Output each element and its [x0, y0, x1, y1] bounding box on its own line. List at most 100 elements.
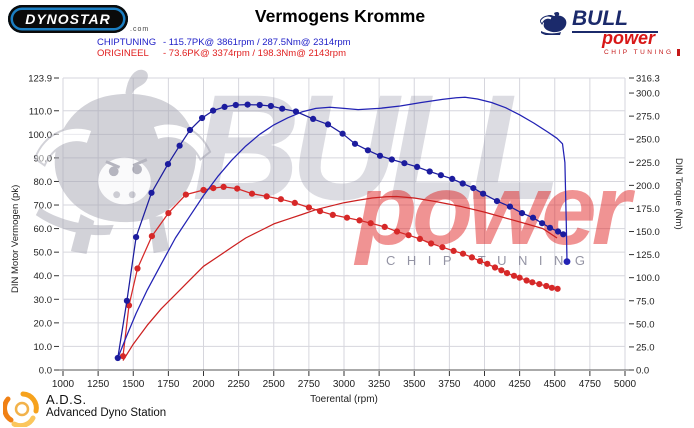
right-tick-label: 316.3 — [636, 74, 660, 85]
x-tick-label: 3250 — [368, 379, 391, 390]
x-tick-label: 1500 — [122, 379, 145, 390]
origineel-torque-nm-marker — [182, 191, 189, 198]
chiptuning-torque-nm-marker — [351, 140, 359, 147]
origineel-power-pk-line — [122, 195, 558, 361]
chiptuning-torque-nm-marker — [133, 234, 140, 241]
origineel-torque-nm-marker — [356, 217, 363, 224]
chiptuning-torque-nm-marker — [414, 163, 421, 170]
chiptuning-torque-nm-marker — [388, 156, 395, 163]
origineel-torque-nm-marker — [548, 284, 556, 291]
x-tick-label: 2500 — [263, 379, 286, 390]
right-tick-label: 200.0 — [636, 181, 660, 192]
brand-name: BULL — [572, 7, 628, 30]
chiptuning-torque-nm-marker — [449, 175, 456, 182]
chiptuning-torque-nm-marker — [539, 220, 546, 227]
chiptuning-torque-nm-marker — [554, 228, 562, 235]
left-tick-label: 30.0 — [34, 295, 53, 306]
right-tick-label: 100.0 — [636, 273, 660, 284]
origineel-torque-nm-marker — [200, 186, 207, 194]
page-title: Vermogens Kromme — [254, 6, 426, 26]
chiptuning-torque-nm-marker — [176, 142, 183, 149]
x-tick-label: 2000 — [192, 379, 215, 390]
origineel-torque-nm-marker — [329, 211, 336, 218]
chiptuning-torque-nm-marker — [221, 103, 228, 110]
ads-abbreviation: A.D.S. — [46, 392, 87, 407]
origineel-torque-nm-marker — [305, 204, 312, 211]
right-tick-label: 25.0 — [636, 342, 655, 353]
right-tick-label: 300.0 — [636, 89, 660, 100]
x-tick-label: 4250 — [509, 379, 532, 390]
x-tick-label: 4500 — [544, 379, 567, 390]
x-tick-label: 1250 — [87, 379, 110, 390]
dynostar-logo: DYNOSTAR — [8, 5, 128, 33]
origineel-torque-nm-marker — [428, 240, 435, 247]
origineel-torque-nm-marker — [476, 258, 484, 265]
chiptuning-torque-nm-marker — [459, 180, 466, 187]
chiptuning-torque-nm-marker — [232, 101, 239, 109]
left-tick-label: 80.0 — [34, 177, 53, 188]
y-axis-left-title: DIN Motor Vermogen (pk) — [10, 184, 21, 293]
chiptuning-torque-nm-marker — [186, 126, 194, 134]
legend-row-origineel: ORIGINEEL - 73.6PK@ 3374rpm / 198.3Nm@ 21… — [97, 48, 351, 59]
ads-swirl-icon — [3, 391, 39, 427]
legend-stats: - 115.7PK@ 3861rpm / 287.5Nm@ 2314rpm — [163, 37, 351, 48]
origineel-torque-nm-marker — [381, 223, 388, 230]
origineel-torque-nm-marker — [498, 267, 505, 274]
origineel-torque-nm-marker — [119, 353, 127, 360]
brand-tagline: CHIP TUNING — [604, 49, 680, 56]
legend-label: ORIGINEEL — [97, 48, 149, 59]
origineel-torque-nm-marker — [468, 254, 475, 261]
origineel-torque-nm-marker — [248, 190, 256, 197]
chiptuning-torque-nm-marker — [199, 114, 206, 122]
left-tick-label: 70.0 — [34, 201, 53, 212]
left-tick-label: 50.0 — [34, 248, 53, 259]
x-tick-label: 5000 — [614, 379, 637, 390]
origineel-torque-nm-marker — [529, 279, 536, 286]
x-tick-label: 2250 — [228, 379, 251, 390]
right-tick-label: 150.0 — [636, 227, 660, 238]
chiptuning-torque-nm-marker — [310, 115, 317, 122]
ads-full-name: Advanced Dyno Station — [46, 407, 167, 419]
legend-row-chiptuning: CHIPTUNING - 115.7PK@ 3861rpm / 287.5Nm@ … — [97, 37, 351, 48]
origineel-torque-nm-marker — [234, 185, 241, 192]
dynostar-logo-suffix: .com — [130, 26, 150, 33]
x-tick-label: 3000 — [333, 379, 356, 390]
right-tick-label: 275.0 — [636, 112, 660, 123]
x-tick-label: 4750 — [579, 379, 602, 390]
chiptuning-torque-nm-marker — [546, 224, 554, 231]
chiptuning-torque-nm-marker — [164, 161, 172, 168]
origineel-torque-nm-marker — [405, 232, 412, 239]
legend: CHIPTUNING - 115.7PK@ 3861rpm / 287.5Nm@ … — [97, 37, 351, 59]
origineel-torque-nm-marker — [484, 260, 491, 267]
origineel-torque-nm-marker — [317, 208, 324, 215]
chiptuning-torque-nm-marker — [123, 297, 130, 304]
origineel-torque-nm-marker — [536, 281, 543, 288]
right-tick-label: 125.0 — [636, 250, 660, 261]
chiptuning-torque-nm-marker — [426, 168, 433, 175]
origineel-torque-nm-marker — [393, 228, 401, 235]
origineel-torque-nm-marker — [220, 183, 227, 190]
x-tick-label: 4000 — [473, 379, 496, 390]
dynostar-logo-text: DYNOSTAR — [25, 11, 111, 27]
origineel-torque-nm-marker — [277, 196, 284, 203]
brand-underline — [572, 31, 658, 33]
origineel-torque-nm-marker — [510, 272, 518, 279]
chiptuning-torque-nm-marker — [267, 102, 274, 110]
x-tick-label: 1750 — [157, 379, 180, 390]
left-tick-label: 0.0 — [39, 366, 52, 377]
left-tick-label: 110.0 — [29, 106, 52, 117]
chiptuning-torque-nm-marker — [506, 203, 513, 210]
chiptuning-torque-nm-line — [117, 103, 564, 359]
right-tick-label: 75.0 — [636, 296, 655, 307]
left-tick-label: 20.0 — [34, 318, 53, 329]
legend-label: CHIPTUNING — [97, 37, 157, 48]
origineel-torque-nm-line — [122, 186, 558, 357]
left-tick-label: 123.9 — [28, 74, 52, 85]
origineel-torque-nm-marker — [148, 233, 155, 240]
chiptuning-torque-nm-marker — [324, 121, 332, 128]
origineel-torque-nm-marker — [450, 247, 457, 254]
right-tick-label: 250.0 — [636, 135, 660, 146]
bullpower-logo: BULL power CHIP TUNING — [538, 2, 688, 62]
origineel-torque-nm-marker — [516, 274, 523, 281]
